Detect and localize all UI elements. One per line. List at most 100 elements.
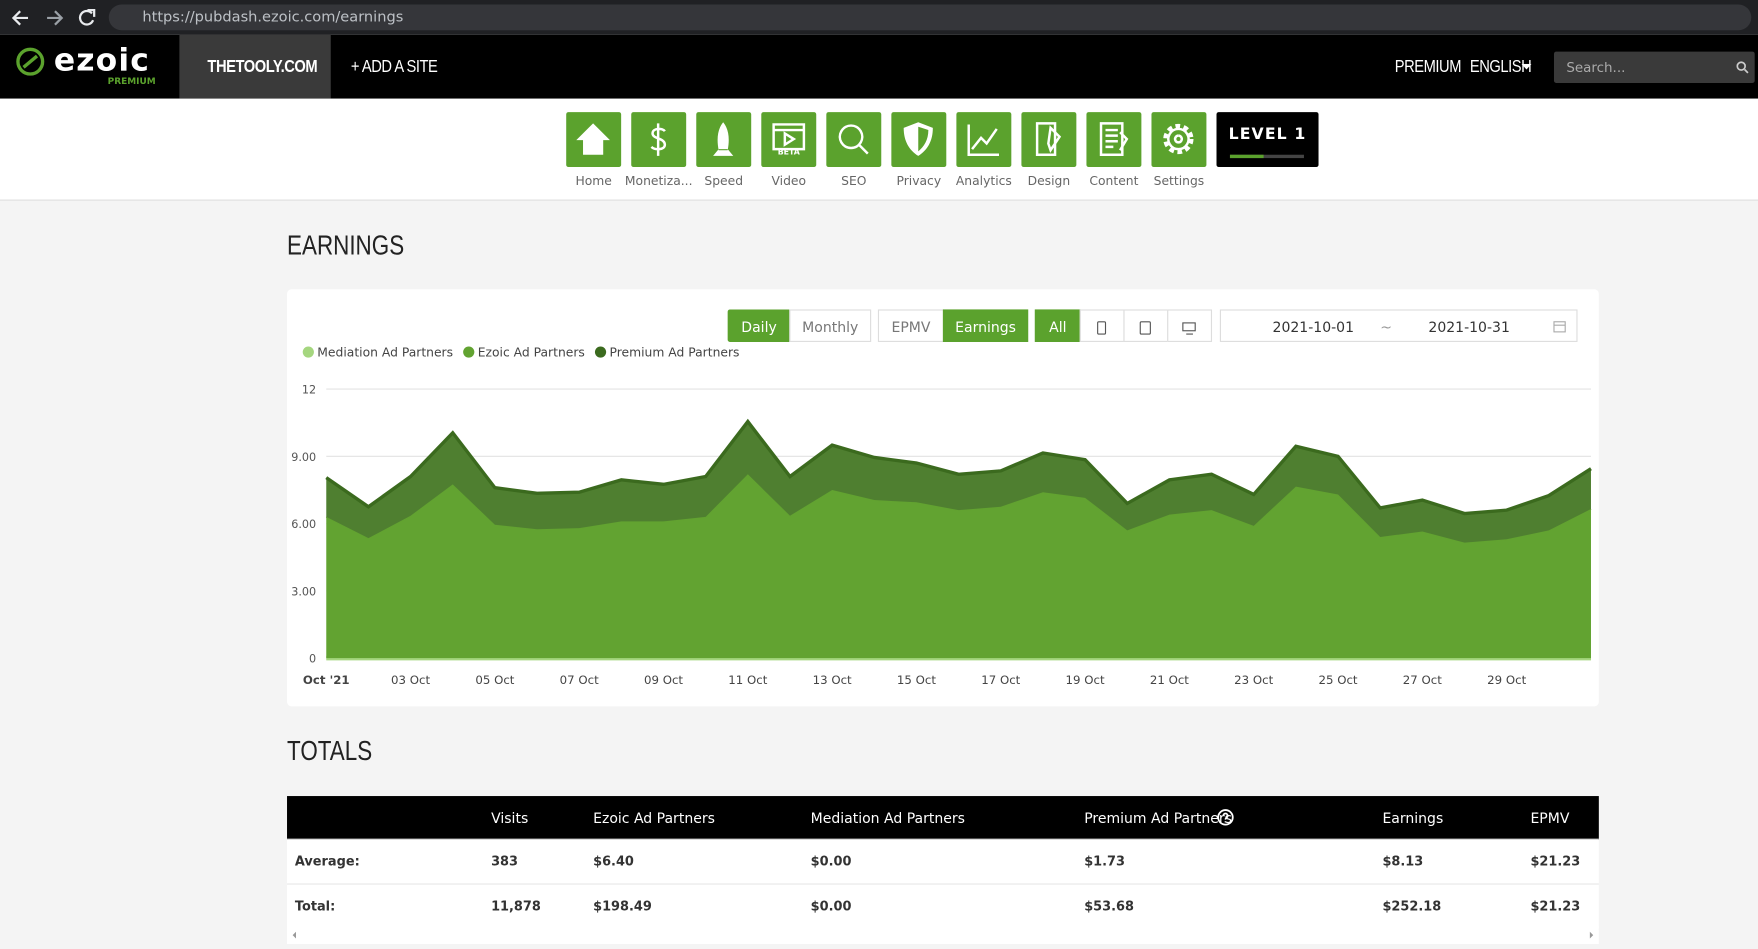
tablet-button[interactable] bbox=[1079, 309, 1125, 342]
logo[interactable]: ezoic bbox=[53, 41, 150, 79]
date-from[interactable]: 2021-10-01 bbox=[1272, 318, 1355, 336]
toolbar-label[interactable]: Speed bbox=[704, 173, 744, 189]
help-mark bbox=[1222, 812, 1229, 823]
mobile-button[interactable] bbox=[1123, 309, 1169, 342]
site-name[interactable]: THETOOLY.COM bbox=[207, 57, 318, 77]
cell: $198.49 bbox=[593, 898, 652, 914]
y-tick-label: 0 bbox=[309, 653, 316, 666]
toolbar-icon bbox=[1035, 122, 1062, 156]
toolbar-button[interactable] bbox=[956, 112, 1012, 168]
toolbar-label[interactable]: Monetiza... bbox=[624, 173, 693, 189]
toolbar-label[interactable]: Video bbox=[771, 173, 807, 189]
toolbar-icon: BETA bbox=[772, 123, 806, 157]
all-button[interactable]: All bbox=[1034, 309, 1081, 342]
toolbar-icon bbox=[576, 123, 610, 155]
caret bbox=[1521, 63, 1532, 70]
daily-button[interactable]: Daily bbox=[727, 309, 791, 342]
toolbar: Home Monetiza... Speed BETA Video SEO Privacy A… bbox=[0, 98, 1758, 201]
toolbar-button[interactable] bbox=[696, 112, 752, 168]
x-tick-label: 25 Oct bbox=[1319, 673, 1358, 687]
header-cell: Visits bbox=[491, 809, 529, 827]
toolbar-label[interactable]: Analytics bbox=[955, 173, 1012, 189]
icon-shape bbox=[1163, 123, 1194, 155]
language[interactable]: ENGLISH bbox=[1469, 57, 1532, 77]
legend-label[interactable]: Ezoic Ad Partners bbox=[478, 346, 585, 360]
toolbar-icon bbox=[650, 123, 667, 156]
header-cell: Mediation Ad Partners bbox=[810, 809, 965, 827]
header-cell: Ezoic Ad Partners bbox=[593, 809, 715, 827]
earnings-button[interactable]: Earnings bbox=[942, 309, 1029, 342]
level-badge[interactable]: LEVEL 1 bbox=[1216, 112, 1319, 168]
y-tick-label: 6.00 bbox=[291, 518, 316, 531]
toolbar-button[interactable] bbox=[826, 112, 882, 168]
header-cell: Earnings bbox=[1382, 809, 1444, 827]
date-to[interactable]: 2021-10-31 bbox=[1428, 318, 1510, 336]
cell: $1.73 bbox=[1084, 853, 1126, 869]
logo-sub: PREMIUM bbox=[107, 76, 156, 87]
add-site[interactable]: + ADD A SITE bbox=[350, 57, 438, 77]
icon-shape bbox=[713, 122, 734, 156]
toolbar-label[interactable]: Settings bbox=[1153, 173, 1205, 189]
icon-shape bbox=[967, 124, 999, 156]
y-tick-label: 9.00 bbox=[291, 451, 316, 464]
browser-nav-icons bbox=[11, 8, 96, 26]
toolbar-label[interactable]: Content bbox=[1089, 173, 1139, 189]
x-tick-label: Oct '21 bbox=[303, 673, 350, 687]
toolbar-button[interactable] bbox=[566, 112, 622, 168]
x-tick-label: 07 Oct bbox=[560, 673, 599, 687]
earnings-chart: 0 3.00 6.00 9.00 12 Oct '21 03 Oct 05 Oct 07 Oct… bbox=[291, 346, 1592, 687]
cell: $6.40 bbox=[593, 853, 634, 869]
legend-label[interactable]: Mediation Ad Partners bbox=[317, 346, 453, 360]
legend-label[interactable]: Premium Ad Partners bbox=[610, 346, 740, 360]
toolbar-button[interactable]: BETA bbox=[761, 112, 817, 168]
monthly-button[interactable]: Monthly bbox=[789, 309, 872, 342]
toolbar-label[interactable]: Privacy bbox=[896, 173, 942, 189]
table-row: Average: 383 $6.40 $0.00 $1.73 $8.13 $21.23 bbox=[287, 839, 1599, 885]
cell: $0.00 bbox=[810, 853, 852, 869]
area bbox=[326, 474, 1591, 659]
desktop-button[interactable] bbox=[1167, 309, 1213, 342]
header-cell: EPMV bbox=[1530, 809, 1570, 827]
toolbar-label[interactable]: SEO bbox=[841, 173, 867, 189]
x-tick-label: 09 Oct bbox=[644, 673, 683, 687]
cell: $252.18 bbox=[1382, 898, 1442, 914]
toolbar-button[interactable] bbox=[1086, 112, 1142, 168]
cell: $53.68 bbox=[1084, 898, 1134, 914]
toolbar-icon bbox=[713, 122, 734, 156]
date-range[interactable]: 2021-10-01 ~ 2021-10-31 bbox=[1219, 309, 1578, 342]
icon-shape bbox=[650, 123, 667, 156]
toolbar-icon bbox=[838, 124, 869, 155]
legend-marker bbox=[302, 346, 314, 358]
table-row: Total: 11,878 $198.49 $0.00 $53.68 $252.18 $21… bbox=[287, 884, 1599, 930]
toolbar-button[interactable] bbox=[1151, 112, 1207, 168]
cell: 383 bbox=[491, 853, 519, 869]
x-tick-label: 29 Oct bbox=[1487, 673, 1526, 687]
toolbar-button[interactable] bbox=[891, 112, 947, 168]
table-header: Visits Ezoic Ad Partners Mediation Ad Part… bbox=[287, 796, 1599, 840]
x-tick-label: 15 Oct bbox=[897, 673, 936, 687]
site-tab[interactable] bbox=[179, 34, 331, 99]
browser-bar: https://pubdash.ezoic.com/earnings bbox=[0, 0, 1758, 35]
icon-shape bbox=[1099, 122, 1129, 156]
x-tick-label: 05 Oct bbox=[475, 673, 514, 687]
toolbar-button[interactable] bbox=[631, 112, 687, 168]
search-box[interactable]: Search... bbox=[1553, 51, 1755, 83]
icon-shape bbox=[772, 123, 806, 151]
toolbar-label[interactable]: Design bbox=[1027, 173, 1071, 189]
toolbar-button[interactable] bbox=[1021, 112, 1077, 168]
x-tick-label: 19 Oct bbox=[1066, 673, 1105, 687]
url-bar[interactable]: https://pubdash.ezoic.com/earnings bbox=[108, 4, 1752, 31]
toolbar-label[interactable]: Home bbox=[575, 173, 612, 189]
search-icon bbox=[1736, 61, 1749, 74]
toolbar-icon bbox=[967, 124, 999, 156]
totals-table: Visits Ezoic Ad Partners Mediation Ad Part… bbox=[287, 796, 1599, 930]
chart-card: Daily Monthly EPMV Earnings All 2021-10-… bbox=[287, 289, 1599, 707]
premium-link[interactable]: PREMIUM bbox=[1394, 57, 1462, 77]
badge: BETA bbox=[778, 148, 801, 157]
cell: Average: bbox=[294, 853, 360, 869]
legend-marker bbox=[594, 346, 607, 358]
scrollbar[interactable] bbox=[287, 926, 1599, 945]
x-tick-label: 21 Oct bbox=[1150, 673, 1189, 687]
help-icon bbox=[1217, 809, 1234, 826]
